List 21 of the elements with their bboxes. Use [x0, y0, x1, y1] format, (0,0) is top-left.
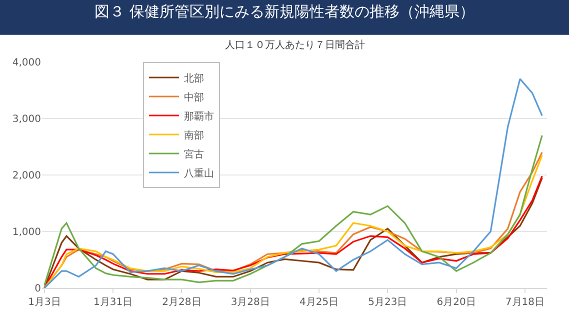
chart-subtitle: 人口１０万人あたり７日間合計 — [225, 39, 365, 51]
legend-label: 那覇市 — [184, 110, 214, 122]
chart-title: 図３ 保健所管区別にみる新規陽性者数の推移（沖縄県） — [94, 2, 474, 20]
legend-label: 北部 — [184, 72, 204, 84]
x-tick-label: 3月28日 — [230, 297, 270, 308]
x-tick-label: 1月3日 — [28, 297, 61, 308]
y-tick-label: 0 — [34, 284, 41, 294]
x-tick-label: 4月25日 — [299, 297, 339, 308]
y-tick-label: 3,000 — [12, 114, 41, 125]
x-tick-label: 5月23日 — [368, 297, 408, 308]
y-tick-label: 1,000 — [12, 227, 41, 238]
x-tick-label: 6月20日 — [436, 297, 476, 308]
legend-label: 中部 — [184, 91, 204, 104]
x-tick-label: 1月31日 — [94, 297, 133, 308]
legend-label: 八重山 — [184, 167, 214, 180]
y-tick-label: 4,000 — [12, 58, 41, 68]
legend-label: 南部 — [184, 129, 204, 142]
x-tick-label: 2月28日 — [162, 297, 202, 308]
y-tick-label: 2,000 — [12, 170, 41, 182]
legend-label: 宮古 — [184, 148, 204, 160]
x-tick-label: 7月18日 — [505, 297, 544, 308]
